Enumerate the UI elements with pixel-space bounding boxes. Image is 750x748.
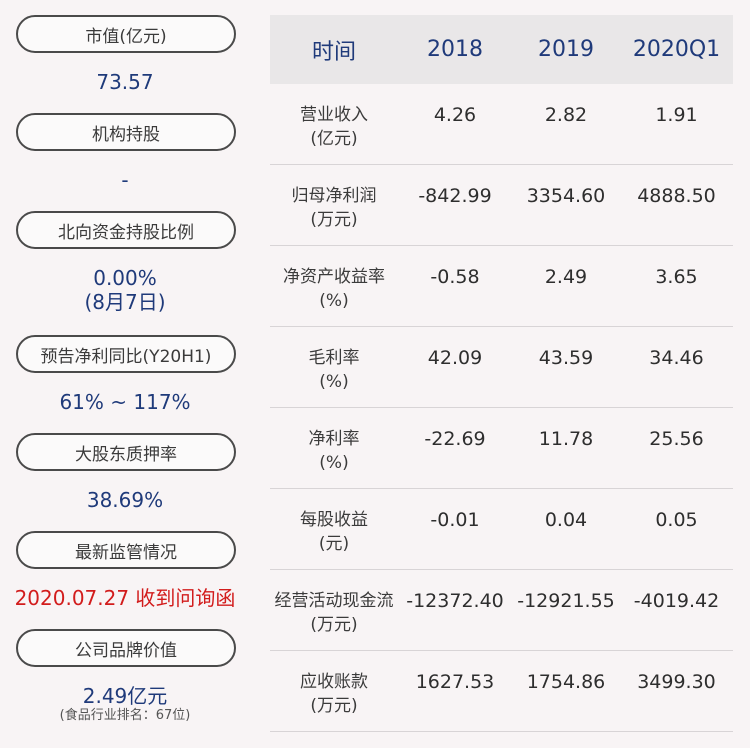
pill-label: 北向资金持股比例 xyxy=(58,222,194,243)
table-row: 毛利率 (%) 42.09 43.59 34.46 xyxy=(270,327,733,408)
cell-value: 3354.60 xyxy=(526,185,606,207)
cell-value: 42.09 xyxy=(427,347,483,369)
row-label: 净资产收益率 (%) xyxy=(283,267,385,311)
header-year: 2020Q1 xyxy=(632,37,721,62)
pill-label: 公司品牌价值 xyxy=(75,640,177,661)
table-row: 归母净利润 (万元) -842.99 3354.60 4888.50 xyxy=(270,165,733,246)
financial-table: 时间 2018 2019 2020Q1 营业收入 (亿元) 4.26 2.82 … xyxy=(270,15,733,732)
header-year: 2019 xyxy=(538,37,594,62)
cell-value: 2.82 xyxy=(544,104,588,126)
cell-value: -12372.40 xyxy=(406,590,504,612)
pill-label: 市值(亿元) xyxy=(85,26,167,47)
header-year: 2018 xyxy=(427,37,483,62)
table-row: 营业收入 (亿元) 4.26 2.82 1.91 xyxy=(270,84,733,165)
summary-panel: 市值(亿元) 73.57 机构持股 - 北向资金持股比例 0.00% (8月7日… xyxy=(0,0,250,748)
row-label: 净利率 (%) xyxy=(308,429,360,473)
cell-value: -22.69 xyxy=(424,428,486,450)
northbound-ratio-date: (8月7日) xyxy=(84,290,166,314)
cell-value: -0.01 xyxy=(430,509,480,531)
cell-value: 2.49 xyxy=(544,266,588,288)
northbound-ratio-pill: 北向资金持股比例 xyxy=(16,211,236,249)
row-label: 每股收益 (元) xyxy=(300,510,368,554)
cell-value: -842.99 xyxy=(418,185,492,207)
table-row: 经营活动现金流 (万元) -12372.40 -12921.55 -4019.4… xyxy=(270,570,733,651)
table-row: 净资产收益率 (%) -0.58 2.49 3.65 xyxy=(270,246,733,327)
row-label: 归母净利润 (万元) xyxy=(291,186,377,230)
institutional-holding-pill: 机构持股 xyxy=(16,113,236,151)
cell-value: 34.46 xyxy=(649,347,704,369)
northbound-ratio-value: 0.00% (8月7日) xyxy=(0,266,250,314)
market-cap-pill: 市值(亿元) xyxy=(16,15,236,53)
cell-value: 1754.86 xyxy=(526,671,606,693)
header-period: 时间 xyxy=(311,39,356,65)
regulatory-status-pill: 最新监管情况 xyxy=(16,531,236,569)
cell-value: 43.59 xyxy=(538,347,594,369)
cell-value: 0.04 xyxy=(544,509,588,531)
institutional-holding-value: - xyxy=(121,168,129,192)
row-label: 应收账款 (万元) xyxy=(300,672,368,716)
cell-value: 0.05 xyxy=(655,509,698,531)
cell-value: 3499.30 xyxy=(637,671,716,693)
cell-value: 4888.50 xyxy=(637,185,716,207)
pledge-ratio-pill: 大股东质押率 xyxy=(16,433,236,471)
pill-label: 预告净利同比(Y20H1) xyxy=(40,346,212,367)
table-header: 时间 2018 2019 2020Q1 xyxy=(270,15,733,84)
pill-label: 最新监管情况 xyxy=(75,542,177,563)
cell-value: 25.56 xyxy=(649,428,704,450)
cell-value: -12921.55 xyxy=(517,590,615,612)
row-label: 经营活动现金流 (万元) xyxy=(274,591,394,635)
row-label: 毛利率 (%) xyxy=(308,348,360,392)
pill-label: 大股东质押率 xyxy=(75,444,177,465)
table-row: 净利率 (%) -22.69 11.78 25.56 xyxy=(270,408,733,489)
cell-value: -4019.42 xyxy=(633,590,720,612)
regulatory-status-value: 2020.07.27 收到问询函 xyxy=(14,586,236,610)
row-label: 营业收入 (亿元) xyxy=(300,105,368,149)
market-cap-value: 73.57 xyxy=(96,70,154,94)
northbound-ratio-number: 0.00% xyxy=(93,266,157,290)
brand-value: 2.49亿元 (食品行业排名：67位) xyxy=(0,684,250,724)
profit-forecast-pill: 预告净利同比(Y20H1) xyxy=(16,335,236,373)
profit-forecast-value: 61% ~ 117% xyxy=(59,390,191,414)
brand-value-pill: 公司品牌价值 xyxy=(16,629,236,667)
cell-value: 1627.53 xyxy=(415,671,495,693)
table-row: 每股收益 (元) -0.01 0.04 0.05 xyxy=(270,489,733,570)
cell-value: 11.78 xyxy=(538,428,594,450)
cell-value: 1.91 xyxy=(655,104,698,126)
pledge-ratio-value: 38.69% xyxy=(86,488,164,512)
table-row: 应收账款 (万元) 1627.53 1754.86 3499.30 xyxy=(270,651,733,732)
cell-value: 3.65 xyxy=(655,266,698,288)
pill-label: 机构持股 xyxy=(92,124,160,145)
cell-value: -0.58 xyxy=(430,266,480,288)
brand-value-number: 2.49亿元 xyxy=(82,684,168,708)
cell-value: 4.26 xyxy=(433,104,477,126)
brand-value-rank: (食品行业排名：67位) xyxy=(59,708,191,723)
